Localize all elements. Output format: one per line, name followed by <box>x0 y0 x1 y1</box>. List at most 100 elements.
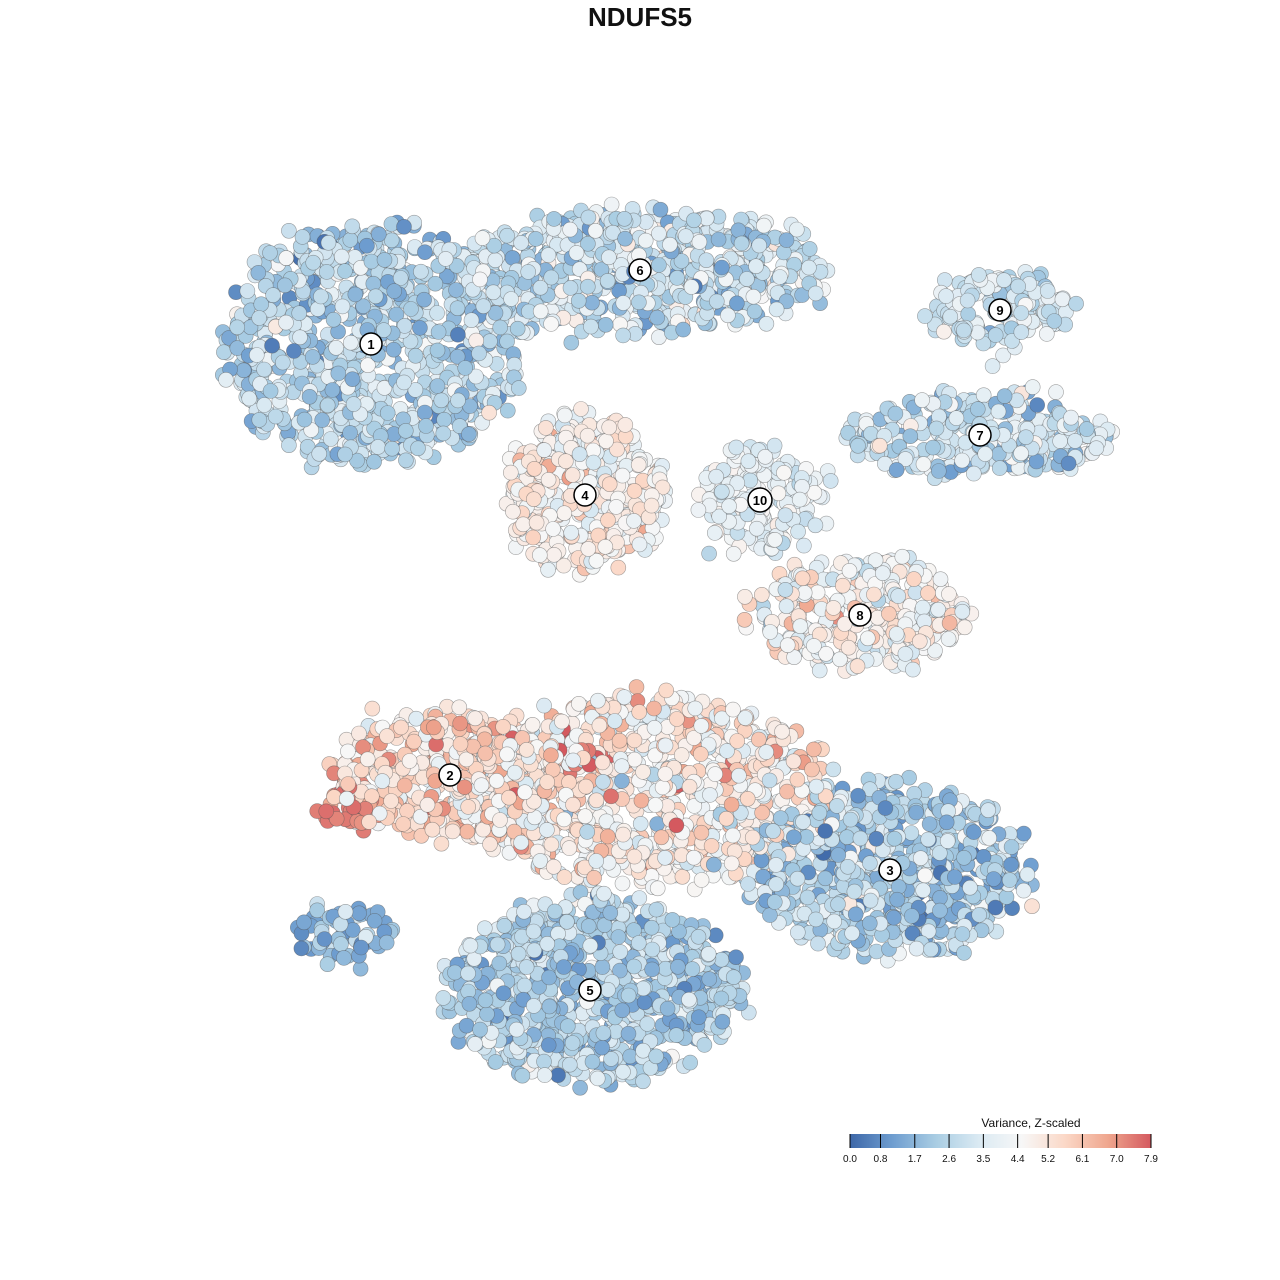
cell-point <box>614 875 631 892</box>
cell-point <box>395 816 412 832</box>
cell-point <box>737 588 753 605</box>
cell-point <box>669 711 685 727</box>
cell-point <box>894 548 911 565</box>
cell-point <box>643 919 660 936</box>
cell-point <box>779 783 795 800</box>
cell-point <box>728 949 744 966</box>
cell-point <box>696 1037 713 1053</box>
cell-point <box>513 235 529 251</box>
cell-point <box>351 905 367 922</box>
cell-point <box>698 252 715 269</box>
cell-point <box>1048 384 1064 400</box>
cell-point <box>956 619 973 636</box>
cell-point <box>626 483 643 499</box>
cell-point <box>940 631 957 647</box>
cell-point <box>451 699 468 716</box>
cell-point <box>608 499 625 515</box>
cell-point <box>546 546 562 563</box>
cell-point <box>687 700 704 717</box>
cell-point <box>635 1073 651 1090</box>
cell-point <box>278 250 295 266</box>
cell-point <box>658 682 675 699</box>
cell-point <box>296 914 312 931</box>
cell-point <box>487 252 504 269</box>
cell-point <box>914 599 931 616</box>
cell-point <box>427 275 444 292</box>
cell-point <box>239 283 256 299</box>
cell-point <box>556 505 573 522</box>
cell-point <box>811 662 828 679</box>
cell-point <box>770 485 787 502</box>
cell-point <box>589 1070 606 1087</box>
cell-point <box>753 586 770 603</box>
cell-point <box>706 525 723 541</box>
cell-point <box>515 516 532 533</box>
cell-point <box>452 715 469 732</box>
cell-point <box>572 1080 588 1096</box>
cell-point <box>241 390 257 407</box>
cell-point <box>682 1054 699 1071</box>
cell-point <box>807 285 824 302</box>
cell-point <box>767 531 783 548</box>
cell-point <box>491 955 508 972</box>
cell-point <box>1015 825 1032 842</box>
cell-point <box>1029 397 1045 413</box>
cell-point <box>476 920 493 937</box>
cell-point <box>684 961 701 977</box>
cell-point <box>597 316 614 333</box>
cell-point <box>917 867 933 884</box>
cell-point <box>597 538 614 555</box>
cell-point <box>736 611 753 628</box>
cell-point <box>941 615 958 631</box>
cell-point <box>436 411 452 428</box>
cell-point <box>850 437 866 454</box>
cell-point <box>789 771 806 788</box>
cell-point <box>742 472 759 489</box>
cell-point <box>556 407 573 424</box>
cell-point <box>487 1054 504 1070</box>
cell-point <box>235 362 252 379</box>
cell-point <box>648 901 665 918</box>
cell-point <box>792 618 809 635</box>
cell-point <box>545 521 561 537</box>
cell-point <box>379 405 396 421</box>
cell-point <box>393 719 409 736</box>
cell-point <box>649 309 666 326</box>
cell-point <box>611 732 628 749</box>
chart-title: NDUFS5 <box>588 2 692 32</box>
cell-point <box>294 229 311 245</box>
cell-point <box>639 1016 656 1032</box>
cell-point <box>351 725 367 742</box>
cell-point <box>839 829 855 846</box>
cell-point <box>527 231 544 247</box>
cell-point <box>561 840 578 856</box>
cell-point <box>936 323 952 340</box>
cell-point <box>468 332 485 349</box>
cell-point <box>725 545 742 562</box>
cell-point <box>984 358 1001 374</box>
cell-point <box>482 836 498 853</box>
cell-point <box>628 679 645 695</box>
cell-point <box>496 917 513 934</box>
cell-point <box>610 929 627 945</box>
cell-point <box>748 520 765 537</box>
cell-point <box>399 803 415 819</box>
cell-point <box>467 710 484 727</box>
cell-point <box>524 716 541 733</box>
cell-point <box>930 601 947 618</box>
cell-point <box>901 769 917 786</box>
cell-point <box>318 803 335 820</box>
cell-point <box>701 545 717 562</box>
cell-point <box>903 825 920 841</box>
cell-point <box>631 704 648 720</box>
cell-point <box>969 401 986 417</box>
cell-point <box>352 960 369 977</box>
cell-point <box>274 354 291 371</box>
cell-point <box>342 232 359 248</box>
cell-point <box>311 445 328 462</box>
cell-point <box>1024 379 1041 395</box>
cell-point <box>459 823 476 840</box>
cell-point <box>1039 326 1055 342</box>
cell-point <box>1052 433 1068 449</box>
cell-point <box>293 940 310 957</box>
